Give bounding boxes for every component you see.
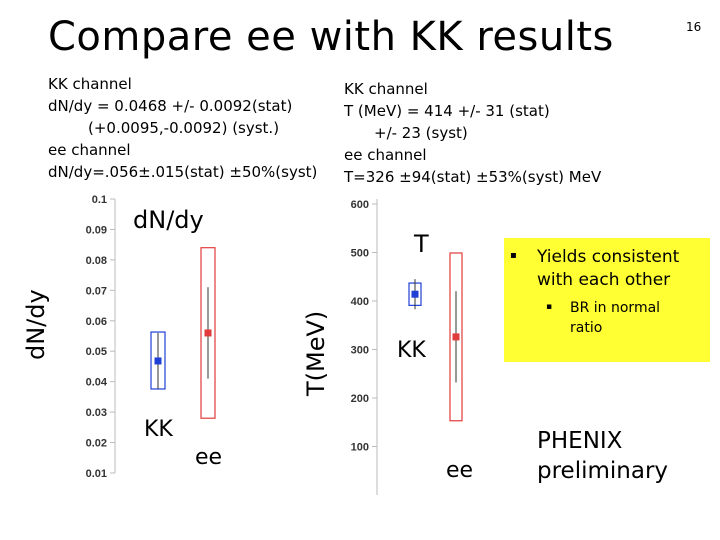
note-main-line1: Yields consistent	[537, 247, 680, 267]
kk-ee-yield-summary: KK channel dN/dy = 0.0468 +/- 0.0092(sta…	[48, 73, 317, 183]
slide-title: Compare ee with KK results	[48, 14, 614, 60]
temperature-ee-syst-box	[449, 252, 463, 422]
dndy-tick-label: 0.09	[86, 224, 107, 236]
temperature-tick-label: 500	[351, 248, 369, 260]
temperature-y-axis-label: T(MeV)	[302, 310, 330, 396]
temperature-panel-title: T	[414, 230, 429, 258]
dndy-ee-label: ee	[195, 445, 223, 470]
dndy-tick-label: 0.08	[86, 255, 107, 267]
yield-kk-value: dN/dy = 0.0468 +/- 0.0092(stat)	[48, 97, 293, 115]
dndy-tick-label: 0.02	[86, 438, 107, 450]
temperature-kk-point	[411, 290, 419, 298]
temperature-ee-point	[452, 333, 460, 341]
temperature-tick-label: 400	[351, 296, 369, 308]
temperature-tick-label: 300	[351, 345, 369, 357]
footer-line2: preliminary	[537, 458, 669, 484]
page-number: 16	[686, 20, 702, 34]
dndy-kk-point	[154, 357, 162, 365]
temp-kk-heading: KK channel	[344, 80, 428, 98]
bullet-icon: ▪	[510, 250, 517, 261]
dndy-tick-label: 0.1	[92, 194, 107, 206]
yield-kk-syst: (+0.0095,-0.0092) (syst.)	[88, 119, 280, 137]
dndy-tick-label: 0.06	[86, 316, 107, 328]
yield-ee-value: dN/dy=.056±.015(stat) ±50%(syst)	[48, 163, 318, 181]
note-sub: BR in normal ratio	[570, 298, 660, 338]
note-sub-line1: BR in normal	[570, 300, 661, 316]
dndy-ee-syst-box	[200, 247, 216, 419]
temp-kk-value: T (MeV) = 414 +/- 31 (stat)	[344, 102, 550, 120]
yield-kk-heading: KK channel	[48, 75, 132, 93]
temperature-tick-label: 600	[351, 199, 369, 211]
temperature-tick-label: 200	[351, 393, 369, 405]
temp-ee-heading: ee channel	[344, 146, 427, 164]
dndy-y-ticks: 0.01 0.02 0.03 0.04 0.05 0.06 0.07 0.08 0.09 0.1	[86, 194, 115, 480]
temperature-tick-label: 100	[351, 442, 369, 454]
temperature-chart: 100 200 300 400 500 600	[351, 199, 463, 495]
note-main-line2: with each other	[537, 270, 671, 290]
dndy-tick-label: 0.01	[86, 468, 107, 480]
note-sub-line2: ratio	[570, 320, 603, 336]
temperature-kk-label: KK	[397, 338, 426, 363]
temp-ee-value: T=326 ±94(stat) ±53%(syst) MeV	[344, 168, 602, 186]
dndy-tick-label: 0.05	[86, 346, 107, 358]
dndy-y-axis-label: dN/dy	[22, 289, 50, 360]
temp-kk-syst: +/- 23 (syst)	[374, 124, 468, 142]
note-main: Yields consistent with each other	[537, 246, 679, 292]
temperature-y-ticks: 100 200 300 400 500 600	[351, 199, 377, 454]
temperature-marks	[408, 252, 463, 422]
yield-ee-heading: ee channel	[48, 141, 131, 159]
footer-line1: PHENIX	[537, 428, 623, 454]
dndy-chart: 0.01 0.02 0.03 0.04 0.05 0.06 0.07 0.08 0.09 0.1	[86, 194, 216, 480]
kk-ee-temperature-summary: KK channel T (MeV) = 414 +/- 31 (stat) +…	[344, 78, 601, 188]
conclusion-note: ▪ Yields consistent with each other ▪ BR…	[504, 238, 710, 362]
sub-bullet-icon: ▪	[546, 302, 553, 312]
dndy-panel-title: dN/dy	[133, 206, 204, 234]
dndy-tick-label: 0.03	[86, 407, 107, 419]
dndy-tick-label: 0.07	[86, 285, 107, 297]
dndy-kk-label: KK	[144, 417, 173, 442]
phenix-preliminary-label: PHENIX preliminary	[537, 426, 668, 486]
dndy-marks	[150, 247, 216, 419]
dndy-tick-label: 0.04	[86, 377, 108, 389]
temperature-ee-label: ee	[446, 458, 474, 483]
dndy-ee-point	[204, 329, 212, 337]
